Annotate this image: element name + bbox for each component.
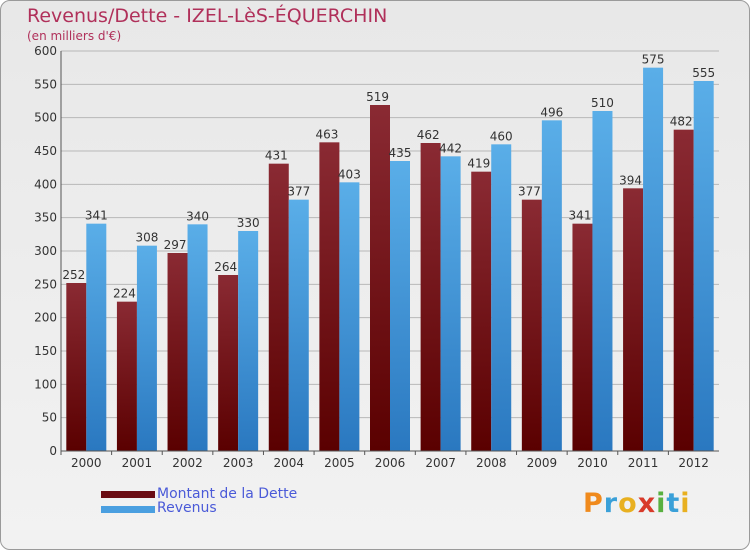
dette-bar (319, 142, 340, 452)
revenus-bar (288, 199, 309, 451)
bar-value-label: 403 (338, 167, 361, 181)
logo-letter: r (603, 488, 619, 519)
logo-letter: x (637, 488, 657, 519)
bar-value-label: 341 (569, 209, 592, 223)
bar-value-label: 435 (389, 146, 412, 160)
logo-letter: P (583, 488, 604, 519)
y-tick-label: 550 (34, 77, 57, 91)
bar-value-label: 330 (237, 216, 260, 230)
revenus-bar (238, 231, 259, 451)
y-tick-label: 350 (34, 211, 57, 225)
dette-bar (572, 223, 593, 451)
bar-value-label: 442 (439, 141, 462, 155)
revenus-bar (541, 120, 562, 451)
bar-value-label: 377 (518, 185, 541, 199)
revenus-bar (390, 161, 410, 451)
logo-letter: o (618, 488, 638, 519)
y-tick-label: 100 (34, 377, 57, 391)
bar-value-label: 394 (619, 173, 642, 187)
dette-bar (116, 301, 137, 451)
bar-value-label: 308 (135, 231, 158, 245)
bar-value-label: 264 (214, 260, 237, 274)
x-tick-label: 2011 (628, 456, 659, 470)
revenus-bar (693, 81, 714, 451)
dette-bar (623, 188, 644, 452)
legend-swatch-dette (101, 491, 155, 498)
bar-value-label: 297 (164, 238, 187, 252)
revenus-bar (491, 144, 512, 452)
y-tick-label: 0 (49, 444, 57, 458)
x-tick-label: 2007 (425, 456, 456, 470)
revenus-bar (187, 224, 208, 451)
bar-value-label: 463 (315, 127, 338, 141)
bar-value-label: 252 (62, 268, 85, 282)
y-tick-label: 400 (34, 177, 57, 191)
dette-bar (268, 163, 289, 451)
y-tick-label: 300 (34, 244, 57, 258)
logo-letter: t (666, 488, 681, 519)
legend-label-dette: Montant de la Dette (157, 486, 298, 502)
y-tick-label: 50 (42, 411, 57, 425)
bar-value-label: 224 (113, 287, 136, 301)
legend-label-revenus: Revenus (157, 500, 217, 516)
bar-value-label: 575 (642, 53, 665, 67)
legend-swatch-revenus (101, 506, 155, 513)
y-tick-label: 200 (34, 311, 57, 325)
y-tick-label: 500 (34, 111, 57, 125)
dette-bar (167, 253, 188, 451)
x-tick-label: 2009 (527, 456, 558, 470)
revenus-bar (643, 67, 664, 452)
x-tick-label: 2002 (172, 456, 203, 470)
bar-value-label: 377 (287, 185, 310, 199)
bar-value-label: 510 (591, 96, 614, 110)
dette-bar (66, 283, 87, 451)
dette-bar (673, 129, 694, 451)
axes: 0 50 100 150 200 250 300 350 400 450 500 550 600 2000… (34, 44, 719, 470)
dette-bar (471, 171, 492, 451)
y-tick-label: 450 (34, 144, 57, 158)
x-tick-label: 2004 (273, 456, 304, 470)
x-tick-label: 2000 (71, 456, 102, 470)
dette-bar (420, 143, 441, 451)
x-tick-label: 2001 (122, 456, 153, 470)
bar-value-label: 340 (186, 209, 209, 223)
bar-value-label: 341 (85, 209, 108, 223)
y-tick-label: 150 (34, 344, 57, 358)
x-tick-label: 2008 (476, 456, 507, 470)
dette-bar (370, 105, 390, 451)
bar-value-label: 555 (692, 66, 715, 80)
x-tick-label: 2003 (223, 456, 254, 470)
data-labels: 252 341 224 308 297 340 264 330 431 377 463 403 519 4… (62, 53, 715, 301)
logo-letter: i (656, 488, 667, 519)
logo-letter: i (680, 488, 691, 519)
bar-value-label: 482 (670, 115, 693, 129)
x-tick-label: 2005 (324, 456, 355, 470)
y-tick-label: 250 (34, 277, 57, 291)
bar-value-label: 460 (490, 129, 513, 143)
x-tick-label: 2010 (577, 456, 608, 470)
proxiti-logo: Proxiti (583, 488, 691, 519)
bar-value-label: 419 (467, 157, 490, 171)
x-tick-label: 2006 (375, 456, 406, 470)
revenus-bar (339, 182, 360, 452)
dette-bar (218, 275, 239, 451)
chart-subtitle: (en milliers d'€) (27, 29, 122, 43)
revenus-bar (440, 156, 461, 452)
bar-value-label: 431 (265, 149, 288, 163)
revenus-bar (592, 111, 613, 451)
revenus-bar (86, 223, 107, 451)
chart-title: Revenus/Dette - IZEL-LèS-ÉQUERCHIN (27, 5, 388, 27)
bar-value-label: 462 (417, 128, 440, 142)
bar-value-label: 496 (540, 105, 563, 119)
x-tick-label: 2012 (678, 456, 709, 470)
dette-bar (521, 199, 542, 451)
bars (66, 67, 714, 452)
y-tick-label: 600 (34, 44, 57, 58)
revenus-bar (136, 245, 157, 451)
bar-value-label: 519 (366, 90, 389, 104)
